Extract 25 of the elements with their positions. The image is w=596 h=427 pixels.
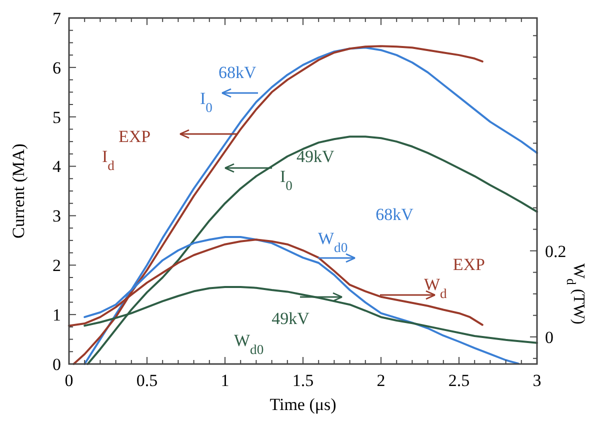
series-label: W$_{d0}$ 49kV: [234, 309, 310, 356]
x-tick-label: 2: [376, 371, 386, 390]
series-label: W$_{d}$ EXP: [424, 255, 485, 300]
x-axis-title: Time (μs): [270, 395, 336, 414]
y2-tick-label: 0.2: [545, 242, 566, 261]
y-tick-label: 7: [52, 8, 62, 28]
text: W$_{d0}$ 68kV: [318, 205, 414, 254]
text: I$_{0}$ 68kV: [200, 63, 256, 114]
x-tick-label: 1.5: [292, 371, 314, 390]
y-tick-label: 3: [52, 206, 61, 226]
x-tick-label: 3: [532, 371, 542, 390]
x-tick-label: 2.5: [448, 371, 470, 390]
x-tick-label: 1: [220, 371, 230, 390]
y-tick-label: 5: [52, 108, 61, 127]
legend-label: I$_{0}$ 49kV: [280, 147, 335, 192]
y-tick-label: 6: [52, 58, 61, 78]
x-tick-label: 0.5: [136, 371, 158, 390]
x-tick-label: 0: [64, 371, 74, 390]
y-tick-label: 2: [52, 256, 61, 276]
y-tick-label: 1: [52, 306, 61, 325]
y-tick-label: 4: [52, 157, 62, 176]
y-axis-title: Current (MA): [9, 144, 28, 238]
y2-tick-label: 0: [545, 328, 554, 347]
text: I$_{d}$ EXP: [102, 127, 151, 172]
y-tick-label: 0: [52, 354, 61, 374]
